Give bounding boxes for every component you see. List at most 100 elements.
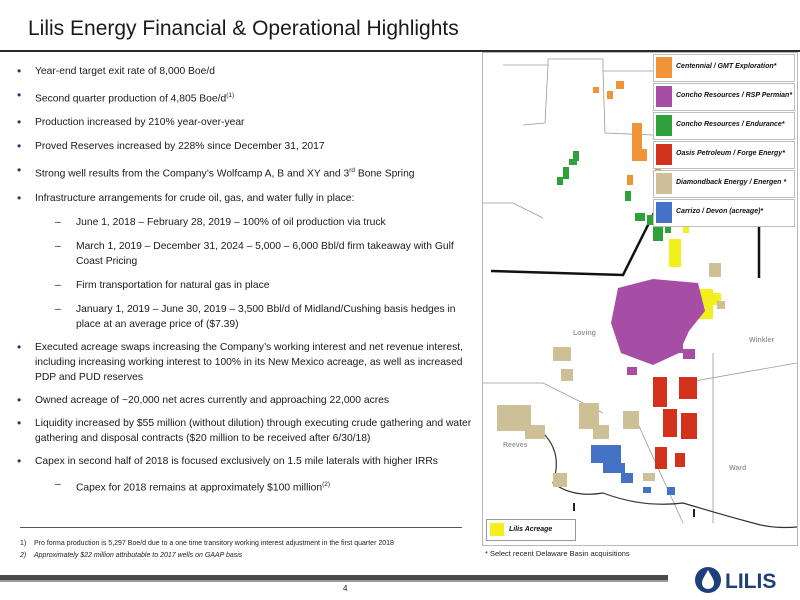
bullet-item: Production increased by 210% year-over-y… [14, 115, 476, 130]
sub-bullet-item: Firm transportation for natural gas in p… [14, 278, 476, 293]
tract [563, 167, 569, 179]
tract [569, 159, 577, 165]
legend-label: Concho Resources / RSP Permian* [676, 92, 793, 99]
acreage-map-graphic [483, 58, 797, 529]
energen-tracts [497, 263, 725, 487]
tract [621, 473, 633, 483]
page-number: 4 [343, 584, 348, 593]
county-label-winkler: Winkler [749, 337, 775, 344]
acquisitions-note: * Select recent Delaware Basin acquisiti… [485, 549, 630, 558]
bullet-text: Liquidity increased by $55 million (with… [35, 417, 472, 444]
footnote-ref: (1) [226, 92, 235, 99]
footer-bar-accent [0, 580, 668, 582]
legend-item: Concho Resources / Endurance* [653, 112, 795, 140]
delaware-basin-map: Loving Winkler Reeves Ward [482, 52, 798, 546]
logo-wordmark: LILIS [725, 570, 776, 593]
legend-label: Concho Resources / Endurance* [676, 121, 785, 128]
tract [591, 445, 621, 463]
legend-label: Oasis Petroleum / Forge Energy* [676, 150, 785, 157]
tract [603, 463, 625, 473]
bullet-text: Second quarter production of 4,805 Boe/d [35, 93, 227, 105]
bullet-text: Executed acreage swaps increasing the Co… [35, 341, 463, 383]
bullet-text: Owned acreage of ~20,000 net acres curre… [35, 394, 390, 406]
tract [635, 213, 645, 221]
tract [625, 191, 631, 201]
legend-item: Diamondback Energy / Energen * [653, 170, 795, 198]
bullet-item: Executed acreage swaps increasing the Co… [14, 340, 476, 385]
tract [653, 377, 667, 407]
tract [627, 175, 633, 185]
county-boundary [522, 64, 549, 126]
bullet-item: Owned acreage of ~20,000 net acres curre… [14, 393, 476, 408]
legend-swatch [656, 144, 672, 165]
tract [679, 377, 697, 399]
river-detail [573, 503, 575, 511]
tract [643, 487, 651, 493]
concho-tracts [611, 279, 705, 375]
lilis-acreage-legend: Lilis Acreage [486, 519, 576, 541]
tract [553, 347, 571, 361]
tract [709, 263, 721, 277]
legend-swatch [490, 523, 504, 536]
bullet-text: Infrastructure arrangements for crude oi… [35, 192, 355, 204]
sub-bullet-item: January 1, 2019 – June 30, 2019 – 3,500 … [14, 302, 476, 332]
sub-bullet-text: Capex for 2018 remains at approximately … [76, 482, 323, 494]
tract [655, 447, 667, 469]
legend-swatch [656, 57, 672, 78]
footnote-1: 1) Pro forma production is 5,297 Boe/d du… [20, 540, 394, 547]
sub-bullet-text: January 1, 2019 – June 30, 2019 – 3,500 … [76, 303, 456, 330]
legend-item: Centennial / GMT Exploration* [653, 54, 795, 82]
tract [667, 487, 675, 495]
sub-bullet-item: March 1, 2019 – December 31, 2024 – 5,00… [14, 239, 476, 269]
legend-item: Concho Resources / RSP Permian* [653, 83, 795, 111]
footnote-number: 1) [20, 540, 27, 547]
tract [669, 239, 681, 267]
footer-bar [0, 575, 668, 580]
tract [632, 123, 642, 161]
tract [579, 403, 599, 429]
tract [557, 177, 563, 185]
lilis-logo: LILIS [692, 563, 796, 595]
tract [717, 301, 725, 309]
tract [683, 349, 695, 359]
river-line [542, 432, 797, 529]
page-title: Lilis Energy Financial & Operational Hig… [28, 17, 459, 40]
tract [593, 425, 609, 439]
county-label-reeves: Reeves [503, 442, 528, 449]
carrizo-tracts [591, 445, 675, 495]
tract [675, 453, 685, 467]
tract [607, 91, 613, 99]
county-boundary [682, 362, 797, 384]
bullet-item: Year-end target exit rate of 8,000 Boe/d [14, 64, 476, 79]
footnote-text: Approximately $22 million attributable t… [34, 552, 243, 559]
sub-bullet-item: June 1, 2018 – February 28, 2019 – 100% … [14, 215, 476, 230]
bullet-text: Strong well results from the Company’s W… [35, 168, 350, 180]
legend-item: Oasis Petroleum / Forge Energy* [653, 141, 795, 169]
bullet-item: Infrastructure arrangements for crude oi… [14, 191, 476, 206]
bullet-item: Second quarter production of 4,805 Boe/d… [14, 88, 476, 106]
legend-label: Centennial / GMT Exploration* [676, 63, 777, 70]
county-label-ward: Ward [729, 465, 747, 472]
tract [561, 369, 573, 381]
tract [627, 367, 637, 375]
footnote-ref: (2) [322, 480, 331, 488]
tract [643, 473, 655, 481]
tract [525, 425, 545, 439]
sub-bullet-text: March 1, 2019 – December 31, 2024 – 5,00… [76, 240, 454, 267]
bullet-text: Proved Reserves increased by 228% since … [35, 141, 325, 153]
highlights-list: Year-end target exit rate of 8,000 Boe/d… [14, 62, 476, 495]
tract [665, 227, 671, 233]
footnote-divider [20, 527, 462, 528]
county-boundary [483, 202, 544, 219]
ordinal-suffix: rd [349, 167, 355, 175]
tract [681, 413, 697, 439]
sub-bullet-text: June 1, 2018 – February 28, 2019 – 100% … [76, 216, 386, 228]
tract [573, 151, 579, 161]
sub-bullet-text: Firm transportation for natural gas in p… [76, 279, 270, 291]
footnote-2: 2) Approximately $22 million attributable… [20, 552, 242, 559]
county-boundary [602, 70, 654, 136]
legend-swatch [656, 86, 672, 107]
footnote-number: 2) [20, 552, 27, 559]
county-label-loving: Loving [573, 330, 596, 337]
legend-swatch [656, 115, 672, 136]
